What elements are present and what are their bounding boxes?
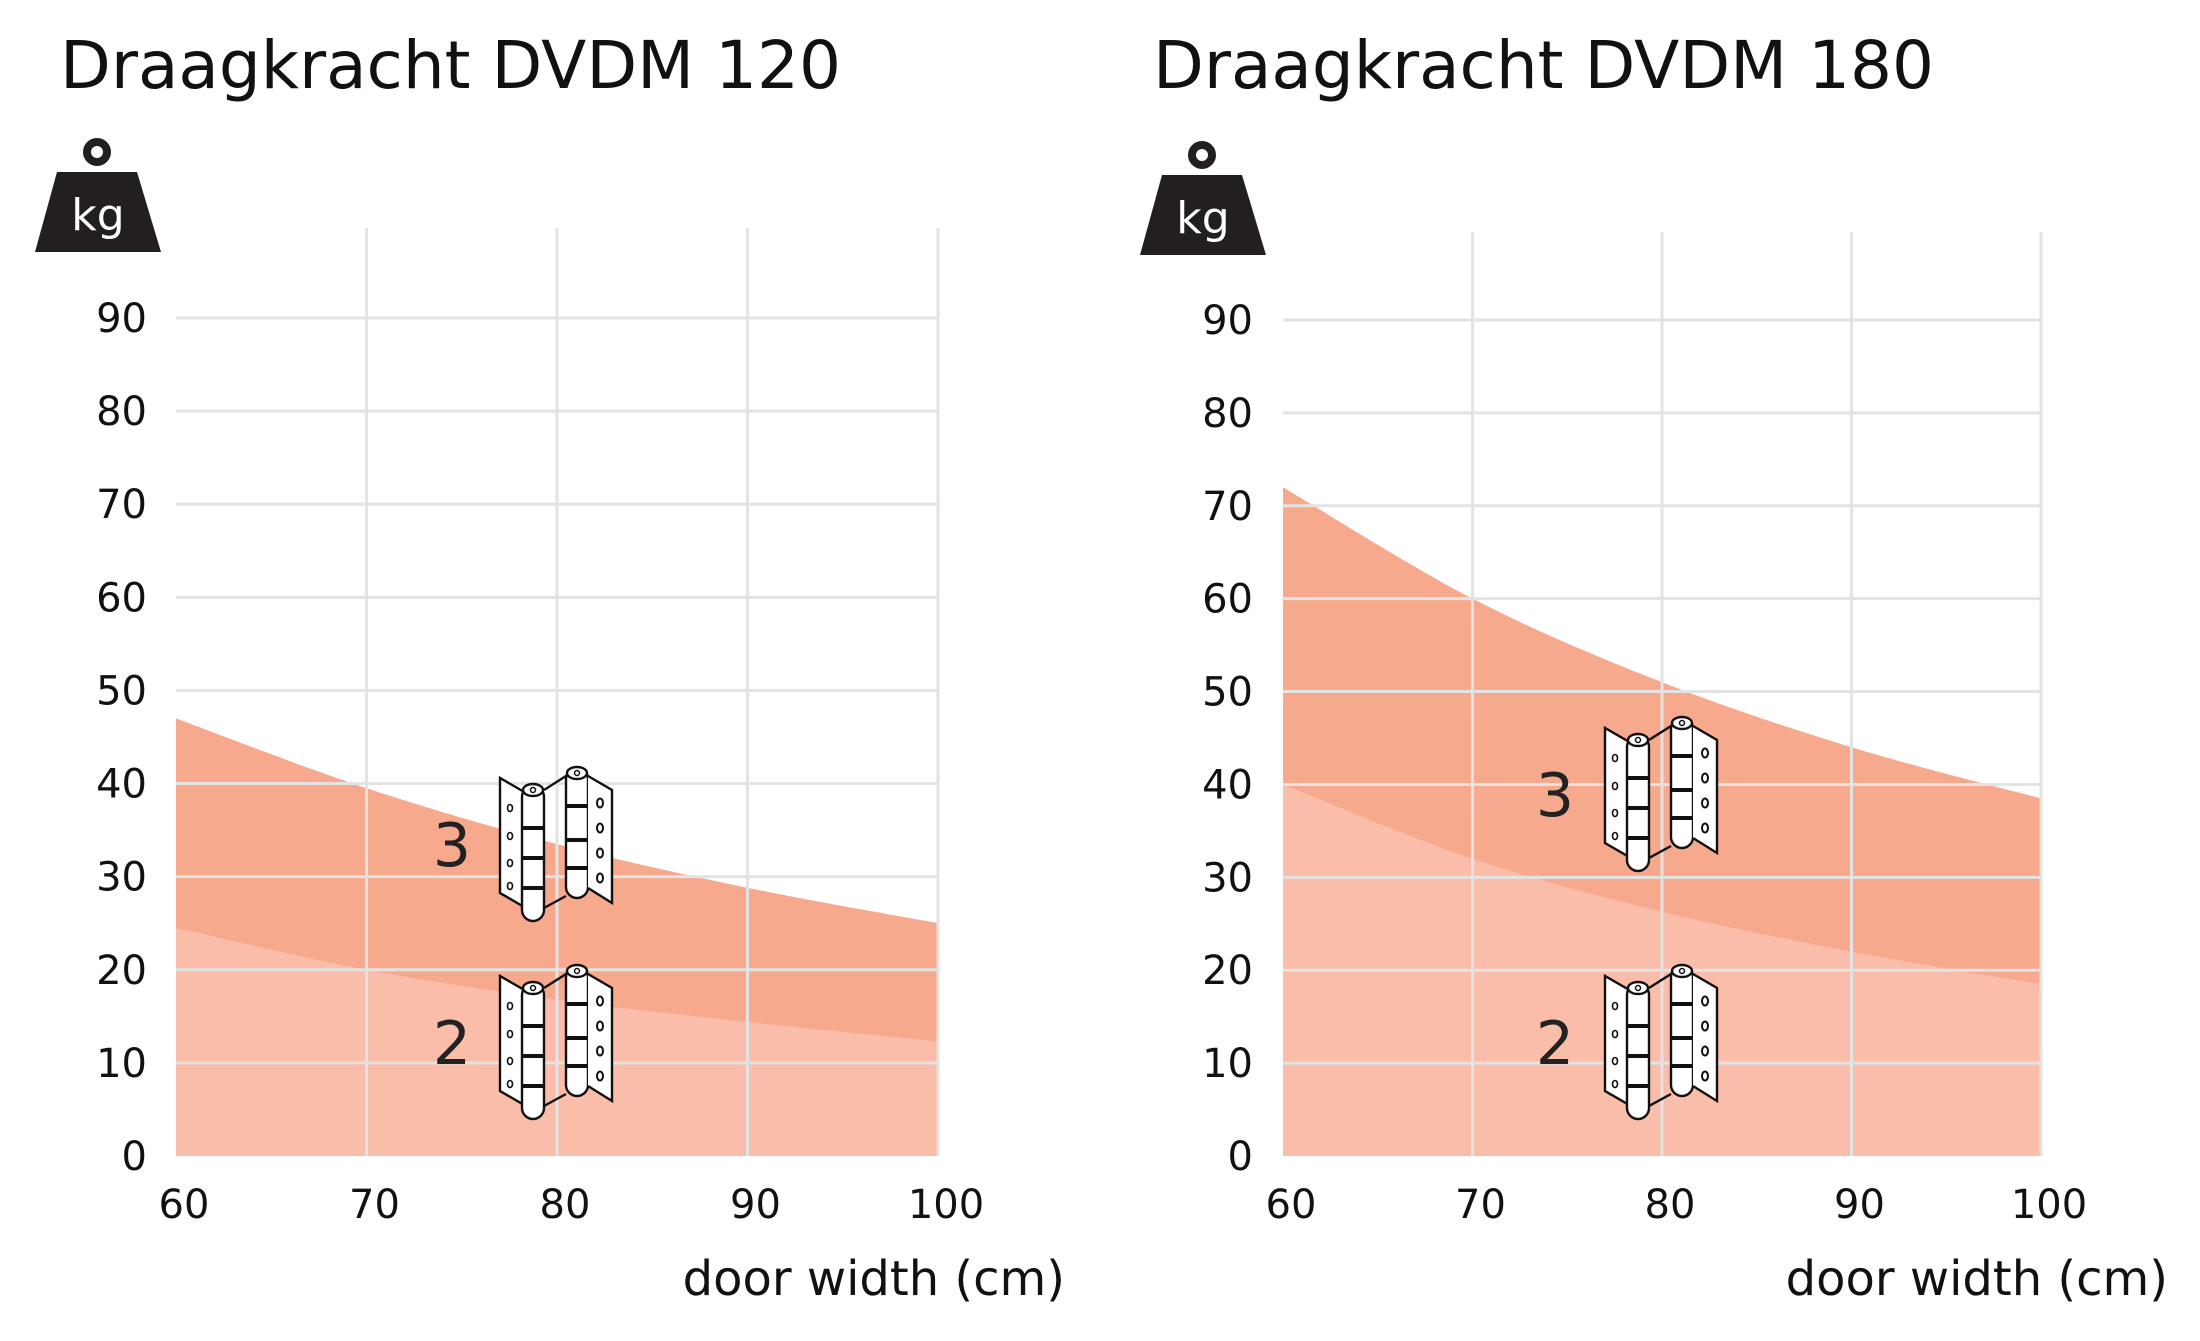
y-tick-label: 10 [96, 1041, 147, 1087]
kg-weight-icon: kg [35, 138, 161, 252]
x-tick-label: 80 [540, 1182, 591, 1228]
x-tick-label: 70 [349, 1182, 400, 1228]
x-tick-label: 80 [1645, 1182, 1696, 1228]
x-tick-label: 60 [1266, 1182, 1317, 1228]
y-tick-label: 0 [1228, 1134, 1253, 1180]
chart-dvdm-180: Draagkracht DVDM 180 kg 0 10 20 30 40 50 60 70 8… [1140, 27, 2168, 1307]
kg-label: kg [1176, 193, 1229, 244]
y-tick-label: 10 [1202, 1041, 1253, 1087]
hinge-count-label: 3 [433, 811, 471, 881]
y-tick-label: 20 [96, 948, 147, 994]
x-tick-label: 90 [730, 1182, 781, 1228]
chart-dvdm-120: Draagkracht DVDM 120 kg 0 10 20 30 40 50 60 70 8… [35, 27, 1065, 1307]
y-tick-label: 40 [1202, 762, 1253, 808]
hinge-count-label: 3 [1536, 761, 1574, 831]
y-tick-label: 80 [96, 389, 147, 435]
y-tick-label: 50 [96, 668, 147, 714]
chart-title: Draagkracht DVDM 180 [1153, 27, 1934, 104]
y-tick-label: 30 [1202, 855, 1253, 901]
x-tick-label: 70 [1455, 1182, 1506, 1228]
x-tick-label: 100 [908, 1182, 984, 1228]
hinge-count-label: 2 [1536, 1009, 1574, 1079]
y-tick-label: 90 [96, 296, 147, 342]
y-tick-label: 40 [96, 762, 147, 808]
y-tick-label: 50 [1202, 670, 1253, 716]
x-tick-label: 90 [1834, 1182, 1885, 1228]
y-tick-label: 60 [1202, 577, 1253, 623]
y-tick-label: 80 [1202, 391, 1253, 437]
kg-label: kg [71, 190, 124, 241]
x-tick-label: 100 [2011, 1182, 2087, 1228]
chart-title: Draagkracht DVDM 120 [60, 27, 841, 104]
y-tick-label: 20 [1202, 948, 1253, 994]
kg-weight-icon: kg [1140, 141, 1266, 255]
x-tick-label: 60 [159, 1182, 210, 1228]
hinge-count-label: 2 [433, 1009, 471, 1079]
y-tick-label: 90 [1202, 298, 1253, 344]
y-tick-label: 0 [122, 1134, 147, 1180]
x-axis-label: door width (cm) [1786, 1251, 2168, 1307]
y-tick-label: 70 [1202, 484, 1253, 530]
y-tick-label: 60 [96, 575, 147, 621]
y-tick-label: 70 [96, 482, 147, 528]
x-axis-label: door width (cm) [683, 1251, 1065, 1307]
y-tick-label: 30 [96, 855, 147, 901]
